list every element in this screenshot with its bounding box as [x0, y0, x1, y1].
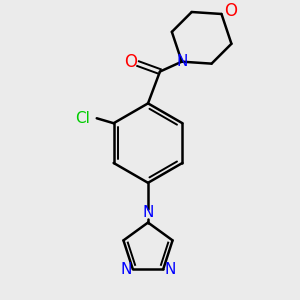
Text: N: N [142, 205, 154, 220]
Text: N: N [120, 262, 132, 277]
Text: Cl: Cl [75, 111, 90, 126]
Text: N: N [164, 262, 176, 277]
Text: N: N [176, 54, 188, 69]
Text: O: O [224, 2, 237, 20]
Text: O: O [124, 53, 136, 71]
